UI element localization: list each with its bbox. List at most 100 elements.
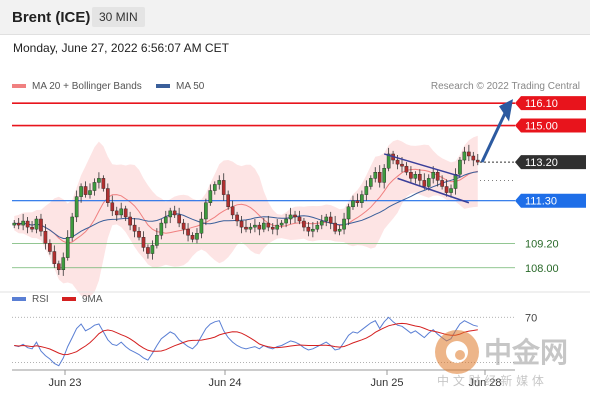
candle [386, 153, 391, 169]
candle [400, 163, 404, 167]
candle [444, 186, 449, 193]
candle [360, 194, 364, 203]
level-tag-bg [515, 193, 586, 208]
legend-swatch [62, 297, 76, 301]
candle [123, 208, 128, 218]
candle [110, 202, 115, 212]
x-tick-label: Jun 23 [48, 377, 81, 389]
level-tag-bg [515, 118, 586, 133]
level-tag-bg [515, 96, 586, 111]
candle [328, 216, 333, 224]
level-tag-bg [515, 155, 586, 170]
level-tag-label: 116.10 [525, 98, 558, 110]
candle [449, 188, 453, 193]
candle [150, 245, 155, 254]
candle [61, 257, 66, 271]
candle [204, 202, 208, 220]
candle [230, 206, 235, 216]
x-tick-label: Jun 28 [468, 377, 501, 389]
candle [172, 210, 177, 216]
legend-label: RSI [32, 294, 49, 305]
candle [52, 251, 57, 264]
candle [413, 174, 418, 179]
pattern-upper-line [383, 153, 461, 178]
candle [92, 182, 97, 191]
legend-label: 9MA [82, 294, 103, 305]
candle [88, 190, 92, 195]
candle [440, 180, 444, 187]
candle [471, 155, 476, 161]
x-tick-label: Jun 25 [370, 377, 403, 389]
rsi-line [14, 316, 478, 367]
candle [65, 237, 70, 258]
candle [119, 208, 123, 216]
candle [97, 178, 101, 183]
candle [311, 228, 315, 232]
candle [12, 222, 17, 226]
candle [212, 184, 217, 191]
candle [315, 224, 320, 230]
candle [253, 224, 257, 228]
candle [25, 220, 30, 228]
watermark-emblem-dot [455, 350, 465, 360]
target-arrow-head [499, 99, 513, 122]
candle [324, 216, 329, 222]
candle [208, 190, 213, 203]
candle [270, 226, 275, 230]
candle [226, 194, 230, 208]
candle [199, 218, 204, 234]
candle [288, 214, 293, 220]
candle [248, 226, 253, 230]
bollinger-band [14, 135, 478, 298]
watermark-caption: 中 文 财 经 新 媒 体 [437, 373, 544, 388]
candle [163, 216, 168, 224]
candle [462, 151, 467, 161]
candle [137, 230, 141, 238]
candle [30, 226, 34, 230]
candle [355, 200, 360, 203]
price-tag: 113.20 [515, 155, 586, 170]
chart-header: Brent (ICE) 30 MIN [0, 0, 590, 35]
interval-selector[interactable]: 30 MIN [92, 7, 145, 27]
candle [373, 172, 378, 179]
candle [74, 196, 79, 218]
pattern-lower-line [397, 177, 470, 204]
x-tick-label: Jun 24 [208, 377, 241, 389]
candle [79, 186, 83, 197]
candle [342, 218, 346, 230]
timestamp: Monday, June 27, 2022 6:56:07 AM CET [13, 41, 229, 55]
resistance-tag: 115.00 [515, 118, 586, 133]
candle [262, 222, 266, 230]
legend-label: MA 20 + Bollinger Bands [32, 81, 142, 92]
candle [177, 214, 181, 224]
candle [435, 172, 440, 181]
candle [21, 220, 25, 226]
watermark-glyphs: 中金网 [484, 336, 568, 369]
candle [275, 224, 280, 230]
candle [369, 178, 373, 187]
level-tag-label: 113.20 [525, 157, 558, 169]
candle [418, 174, 422, 181]
candle [83, 186, 88, 195]
candle [404, 165, 409, 173]
resistance-tag: 116.10 [515, 96, 586, 111]
candle [293, 214, 297, 218]
candle [181, 222, 186, 230]
candle [333, 222, 337, 232]
candle [467, 151, 471, 157]
candle [155, 235, 159, 246]
candle [351, 200, 355, 208]
candle [34, 218, 39, 230]
candle [48, 243, 52, 252]
target-arrow-shaft [480, 112, 507, 163]
candle [101, 178, 106, 189]
candle [453, 174, 458, 189]
candle [306, 226, 311, 232]
candle [319, 220, 324, 226]
rsi-reference-label: 70 [525, 312, 537, 324]
candle [146, 247, 150, 254]
candle [257, 224, 262, 230]
candle [195, 233, 199, 240]
candle [128, 216, 132, 226]
candle [337, 228, 342, 232]
